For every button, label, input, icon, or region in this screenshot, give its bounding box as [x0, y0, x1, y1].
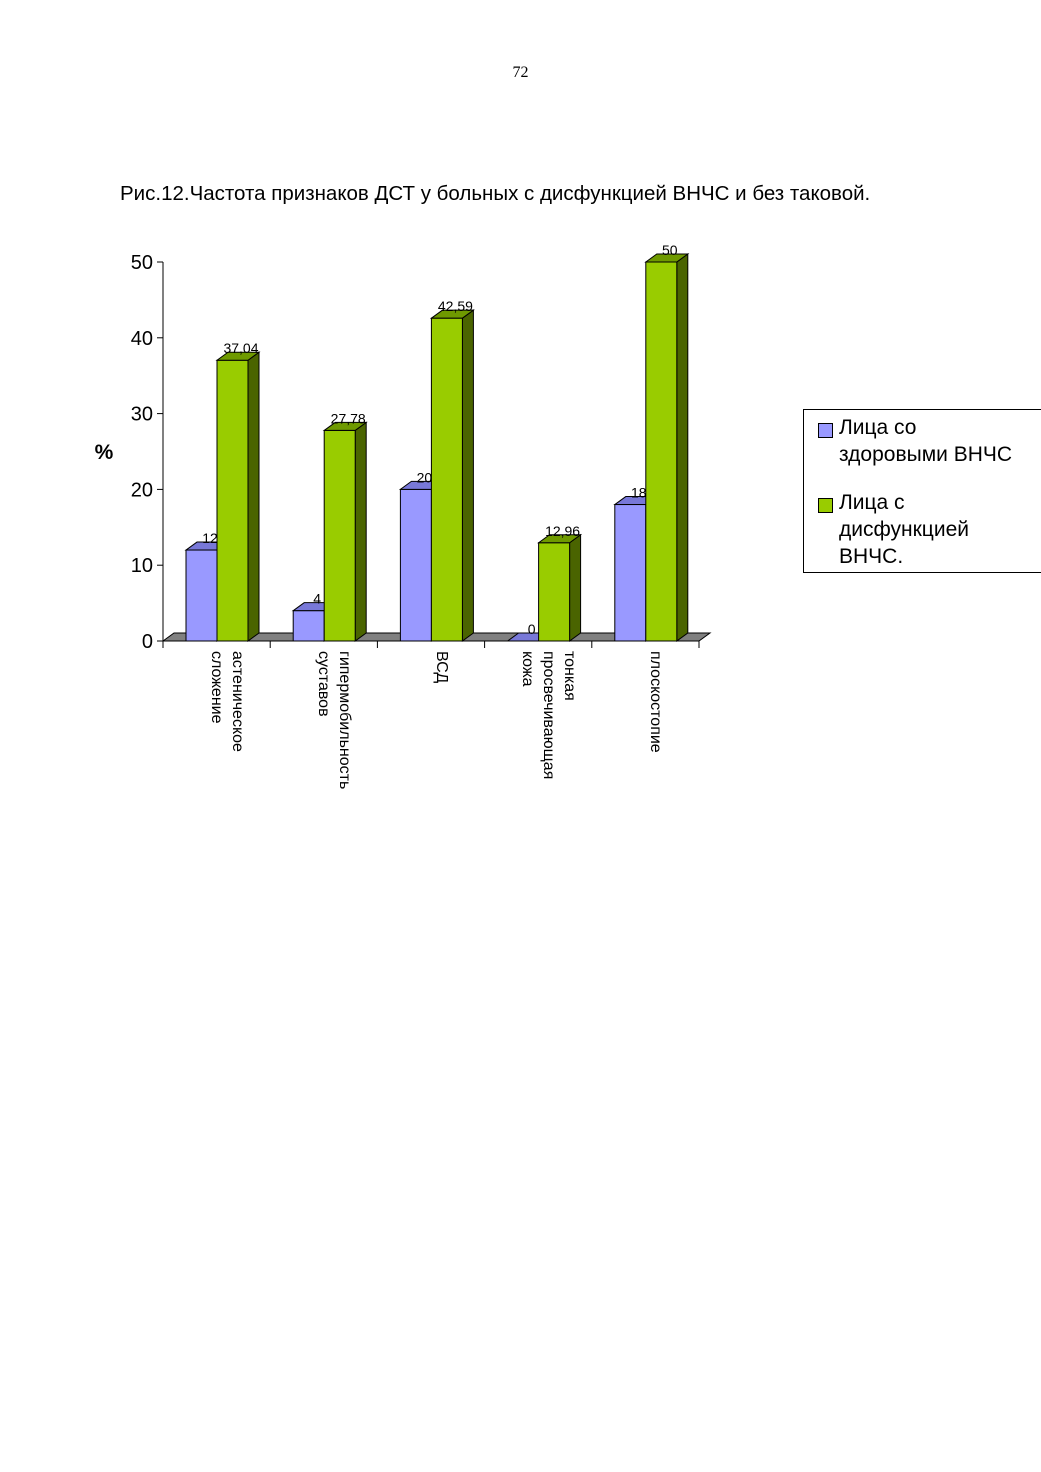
data-label-healthy-3: 20 — [417, 469, 433, 485]
data-label-dysfunction-3: 42,59 — [438, 298, 473, 314]
y-tick-label: 40 — [131, 328, 153, 350]
x-category-label: плоскостопие — [647, 651, 664, 753]
bar-healthy-5 — [614, 504, 647, 642]
data-label-dysfunction-5: 50 — [662, 242, 678, 258]
x-category-label: просвечивающая — [540, 651, 557, 779]
bar-side-dysfunction-5 — [676, 253, 689, 642]
data-label-healthy-2: 4 — [313, 591, 321, 607]
y-axis-label: % — [95, 441, 114, 464]
bar-side-dysfunction-4 — [569, 533, 582, 642]
x-category-label: ВСД — [433, 651, 450, 683]
bar-side-dysfunction-2 — [354, 421, 367, 642]
x-category-label: сложение — [208, 651, 225, 724]
data-label-dysfunction-4: 12,96 — [545, 523, 580, 539]
bar-top-dysfunction-3 — [429, 309, 475, 319]
x-category-label: астеническое — [229, 651, 246, 752]
bar-healthy-1 — [185, 549, 218, 642]
bar-dysfunction-1 — [216, 359, 249, 642]
x-category-label: гипермобильность — [336, 651, 353, 789]
y-tick-label: 0 — [142, 631, 153, 653]
legend-item-dysfunction: Лица с дисфункцией ВНЧС. — [818, 489, 1041, 570]
bar-dysfunction-5 — [645, 261, 678, 642]
bar-side-dysfunction-3 — [461, 309, 474, 642]
legend-swatch-dysfunction — [818, 498, 833, 513]
y-tick-label: 20 — [131, 479, 153, 501]
legend-item-healthy: Лица со здоровыми ВНЧС — [818, 414, 1041, 468]
bar-top-dysfunction-4 — [537, 534, 583, 544]
data-label-dysfunction-2: 27,78 — [331, 410, 366, 426]
data-label-healthy-5: 18 — [631, 485, 647, 501]
y-tick-label: 50 — [131, 252, 153, 274]
bar-side-dysfunction-1 — [247, 351, 260, 642]
y-tick-label: 30 — [131, 404, 153, 426]
data-label-dysfunction-1: 37,04 — [223, 340, 258, 356]
figure-title: Рис.12.Частота признаков ДСТ у больных с… — [120, 182, 871, 205]
bar-top-dysfunction-5 — [644, 253, 690, 263]
x-category-label: кожа — [519, 651, 536, 687]
data-label-healthy-4: 0 — [528, 621, 536, 637]
bar-chart: 0 10 20 30 40 50% 12 37,04 4 27,78 20 42,59 0 12,96 18… — [95, 242, 712, 789]
bar-healthy-2 — [292, 610, 325, 642]
y-tick-label: 10 — [131, 555, 153, 577]
x-category-label: тонкая — [561, 651, 578, 701]
legend-swatch-healthy — [818, 423, 833, 438]
bar-top-dysfunction-2 — [322, 421, 368, 431]
page-number: 72 — [512, 64, 529, 81]
chart-legend: Лица со здоровыми ВНЧС Лица с дисфункцией В… — [803, 409, 1041, 573]
x-category-label: суставов — [315, 651, 332, 717]
legend-label-dysfunction: Лица с дисфункцией ВНЧС. — [839, 491, 969, 568]
bar-dysfunction-2 — [323, 429, 356, 642]
bar-dysfunction-3 — [430, 317, 463, 642]
bar-healthy-3 — [399, 488, 432, 642]
data-label-healthy-1: 12 — [202, 530, 218, 546]
bar-top-dysfunction-1 — [215, 351, 261, 361]
legend-label-healthy: Лица со здоровыми ВНЧС — [839, 416, 1013, 466]
bar-dysfunction-4 — [538, 542, 571, 642]
